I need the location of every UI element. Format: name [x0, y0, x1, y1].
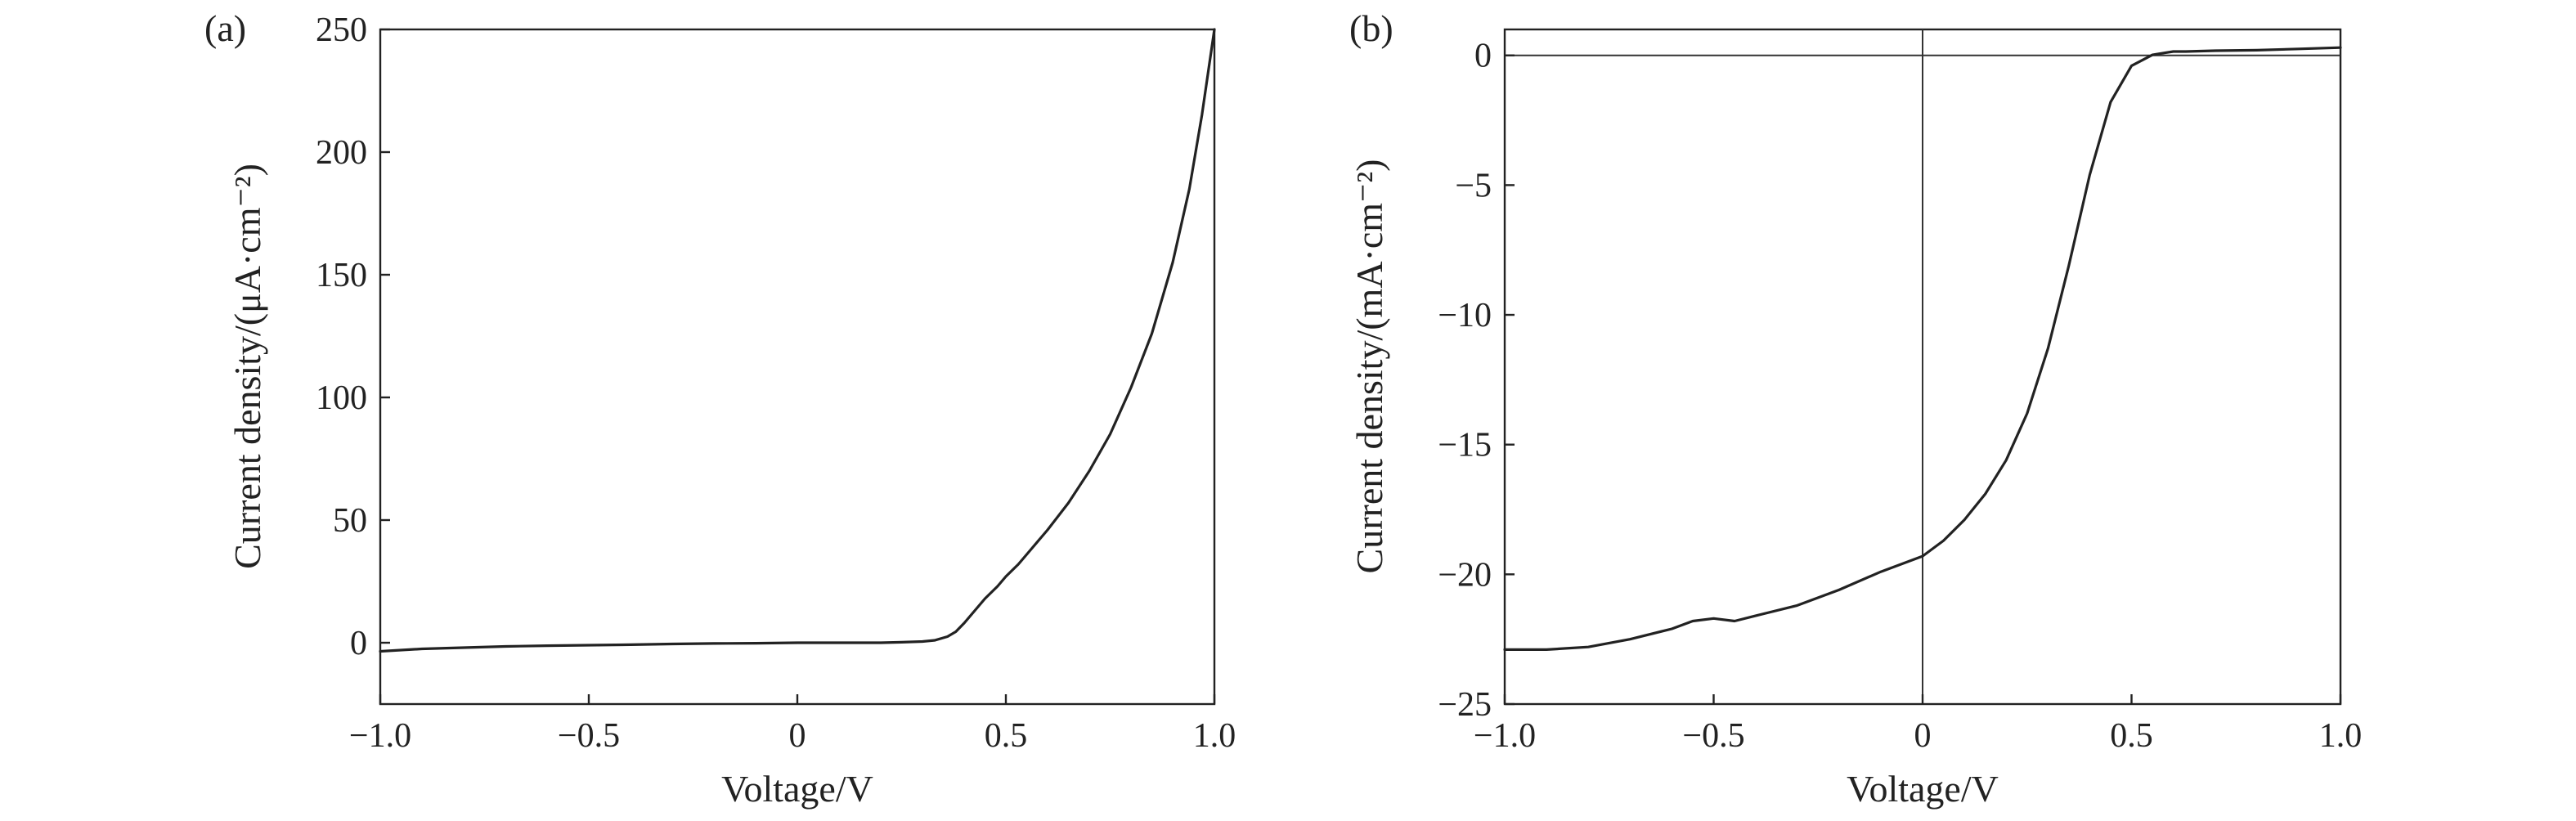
y-tick-label: −15 [1438, 427, 1492, 464]
panel-b-y-axis-title: Current density/(mA·cm⁻²) [1349, 159, 1390, 574]
x-tick-label: 0.5 [2110, 717, 2153, 755]
panel-b: (b) −1.0 −0.5 0 0.5 1.0 −25 −20 −15 −10 −5 0 Volt… [1349, 7, 2362, 810]
y-tick-label: 0 [350, 625, 367, 662]
y-tick-label: 150 [316, 257, 367, 294]
x-tick-label: 0 [789, 717, 806, 755]
y-tick-label: 50 [333, 502, 367, 540]
x-tick-label: −1.0 [349, 717, 411, 755]
panel-a-x-ticks: −1.0 −0.5 0 0.5 1.0 [349, 694, 1236, 755]
x-tick-label: 0 [1914, 717, 1932, 755]
x-tick-label: −0.5 [558, 717, 620, 755]
y-tick-label: 250 [316, 11, 367, 49]
y-tick-label: −25 [1438, 686, 1492, 724]
panel-b-x-ticks: −1.0 −0.5 0 0.5 1.0 [1474, 694, 2362, 755]
y-tick-label: −5 [1455, 167, 1492, 204]
panel-a-y-ticks: 0 50 100 150 200 250 [316, 11, 390, 662]
x-tick-label: 1.0 [2319, 717, 2363, 755]
panel-b-series-line [1503, 46, 2342, 651]
panel-a: (a) −1.0 −0.5 0 0.5 1.0 0 50 100 150 200 250 Volt… [204, 7, 1236, 810]
y-tick-label: 100 [316, 379, 367, 417]
panel-b-x-axis-title: Voltage/V [1847, 768, 1999, 810]
x-tick-label: 0.5 [985, 717, 1028, 755]
panel-a-series-line [379, 28, 1216, 653]
x-tick-label: −0.5 [1682, 717, 1744, 755]
panel-a-plot-frame [379, 28, 1216, 706]
x-tick-label: 1.0 [1193, 717, 1236, 755]
y-tick-label: 0 [1474, 38, 1492, 75]
y-tick-label: 200 [316, 134, 367, 172]
y-tick-label: −20 [1438, 556, 1492, 594]
panel-a-y-axis-title: Current density/(μA·cm⁻²) [227, 164, 268, 569]
x-tick-label: −1.0 [1474, 717, 1536, 755]
panel-a-x-axis-title: Voltage/V [721, 768, 873, 810]
y-tick-label: −10 [1438, 297, 1492, 334]
panel-a-label: (a) [204, 7, 246, 49]
panel-b-y-ticks: −25 −20 −15 −10 −5 0 [1438, 38, 1515, 724]
panel-b-label: (b) [1349, 7, 1393, 49]
